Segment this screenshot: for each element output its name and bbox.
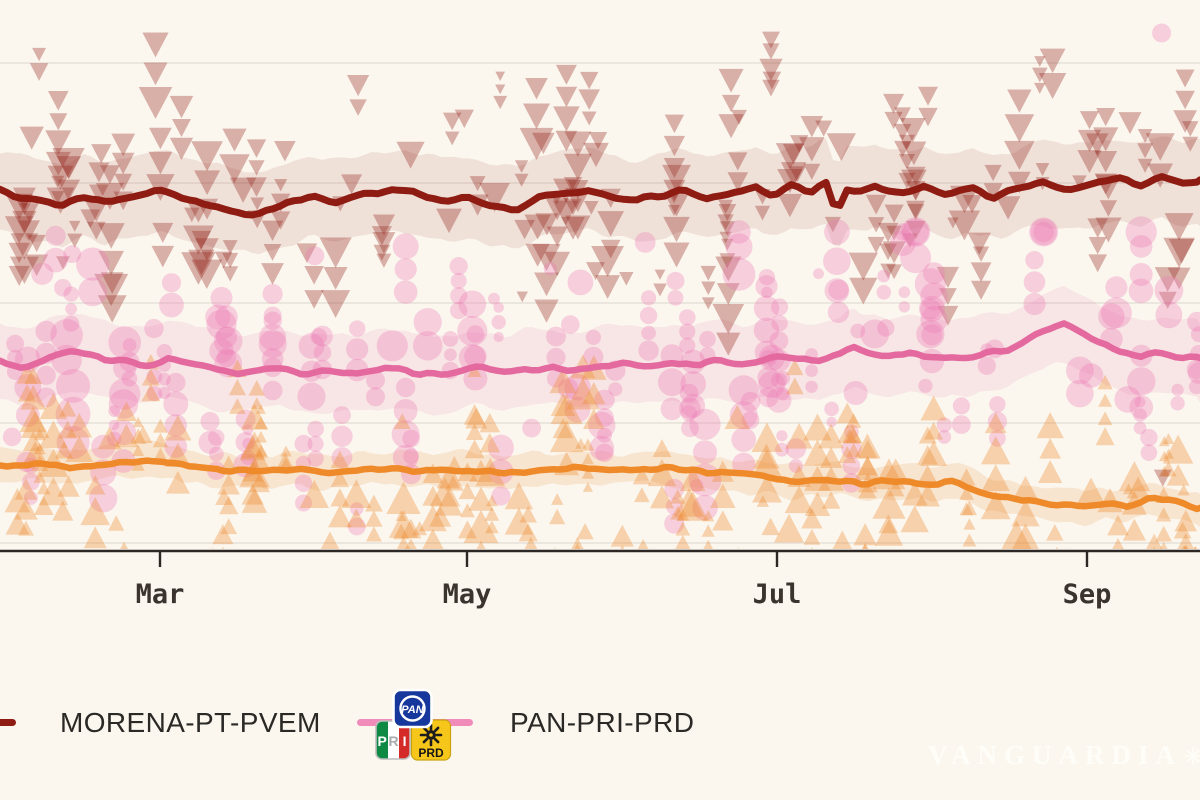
x-tick-label: May [443,579,492,610]
prd-text: PRD [418,746,444,760]
prd-sun-rays [419,723,443,747]
pri-letter-p: P [378,733,387,749]
pri-letter-i: I [403,733,407,749]
prd-logo: PRD [410,719,452,761]
trend-line-pan-pri-prd [0,320,1200,378]
pan-logo: PAN [392,688,433,729]
plot-area [0,23,1200,549]
x-tick-label: Jul [753,579,802,610]
pri-logo: P R I [375,720,411,760]
outlier-points [1152,23,1172,487]
legend-swatch-morena-line [0,719,16,726]
pri-letter-r: R [388,733,398,749]
band-orange-series [0,440,1200,528]
x-tick-label: Sep [1063,579,1112,610]
watermark: VANGUARDIA✳ [928,740,1200,771]
poll-scatter-chart: Mar May Jul Sep [0,23,1200,610]
pan-pri-prd-logos: P R I PRD PAN [375,688,452,761]
watermark-mark: ✳ [1184,744,1200,769]
x-tick-label: Mar [136,579,185,610]
trend-line-morena [0,173,1200,219]
band-pan-pri-prd [0,285,1200,416]
scatter-pan-pri-prd [2,216,1200,536]
watermark-text: VANGUARDIA [928,740,1183,770]
trend-line-orange-series [0,457,1200,513]
pan-text: PAN [401,704,424,716]
gridlines [0,62,1200,544]
legend-label-morena: MORENA-PT-PVEM [60,707,321,738]
legend-label-pan-pri-prd: PAN-PRI-PRD [510,707,695,738]
x-axis: Mar May Jul Sep [0,549,1200,610]
